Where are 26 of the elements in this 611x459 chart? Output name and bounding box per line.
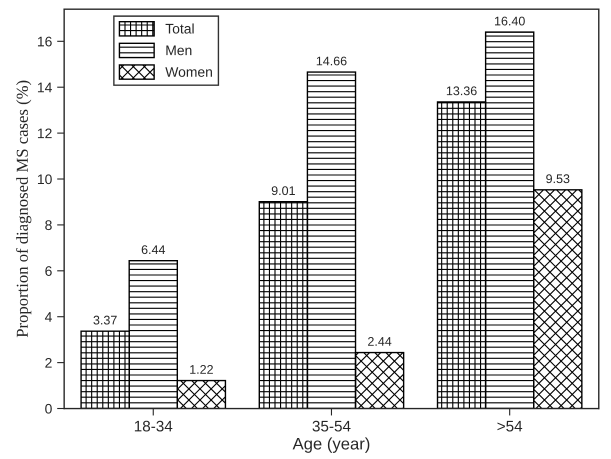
text: 9.01: [272, 186, 295, 196]
text: 2.44: [368, 337, 392, 346]
y-axis-title: Proportion of diagnosed MS cases (%): [16, 80, 32, 338]
y-tick-label: 4: [44, 312, 52, 322]
text: 1.22: [190, 365, 213, 374]
text: 14.66: [316, 56, 347, 66]
text: 9.53: [546, 174, 570, 184]
legend-label: Women: [165, 67, 212, 77]
legend-label: Total: [166, 23, 194, 34]
y-tick-label: 6: [45, 266, 52, 276]
y-tick-label: 10: [38, 174, 52, 184]
y-tick-label: 16: [38, 36, 52, 46]
text: 16.40: [494, 16, 525, 26]
text: 6.44: [142, 245, 166, 254]
y-tick-label: 0: [45, 404, 52, 414]
x-tick-label: >54: [497, 420, 522, 432]
y-tick-label: 8: [45, 220, 52, 230]
text: 3.37: [93, 316, 117, 325]
x-tick-label: 35-54: [312, 420, 351, 432]
y-tick-label: 12: [38, 128, 52, 138]
y-tick-label: 2: [45, 358, 52, 368]
y-tick-label: 14: [38, 82, 52, 92]
legend-label: Men: [166, 46, 192, 56]
x-tick-label: 18-34: [134, 420, 172, 432]
x-axis-title: Age (year): [292, 437, 370, 453]
text: 13.36: [446, 86, 477, 96]
